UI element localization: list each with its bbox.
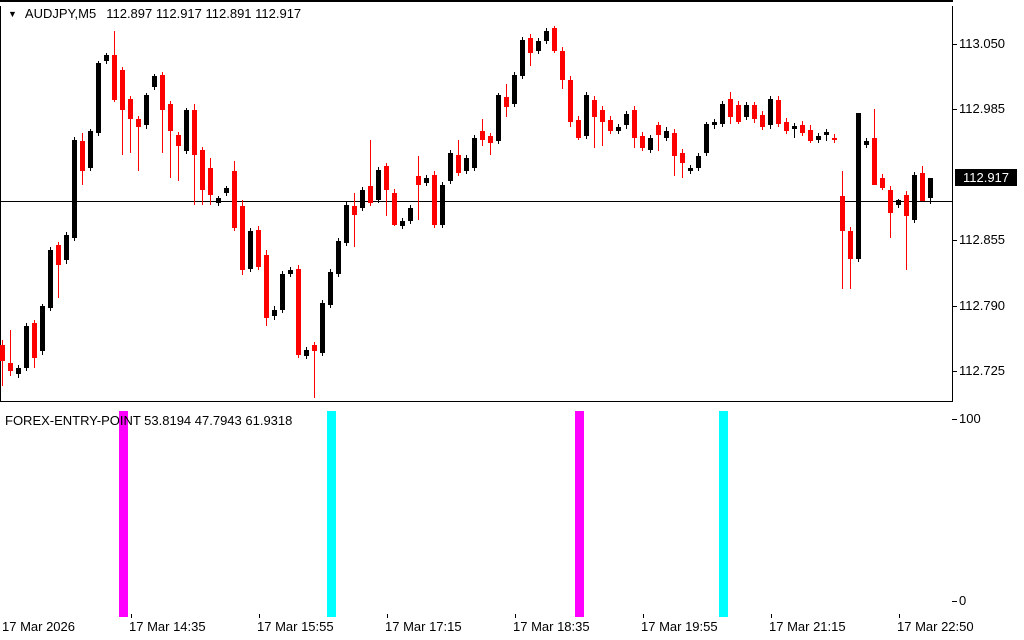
indicator-pane[interactable] (0, 0, 953, 202)
current-price-box: 112.917 (955, 169, 1017, 186)
pane-resize-handle[interactable] (0, 0, 953, 6)
chart-title-symbol: AUDJPY,M5 (24, 6, 97, 21)
time-axis-line (0, 0, 953, 2)
signal-line[interactable] (575, 411, 584, 617)
chart-title-ohlc: 112.897 112.917 112.891 112.917 (106, 6, 302, 21)
signal-line[interactable] (119, 411, 128, 617)
signal-line[interactable] (327, 411, 336, 617)
price-axis[interactable] (953, 2, 1024, 612)
signal-line[interactable] (719, 411, 728, 617)
indicator-title: FOREX-ENTRY-POINT 53.8194 47.7943 61.931… (5, 413, 293, 428)
chart-title: ▼ AUDJPY,M5 112.897 112.917 112.891 112.… (8, 6, 301, 21)
time-axis[interactable] (0, 612, 1024, 640)
symbol-marker-icon: ▼ (8, 8, 17, 19)
